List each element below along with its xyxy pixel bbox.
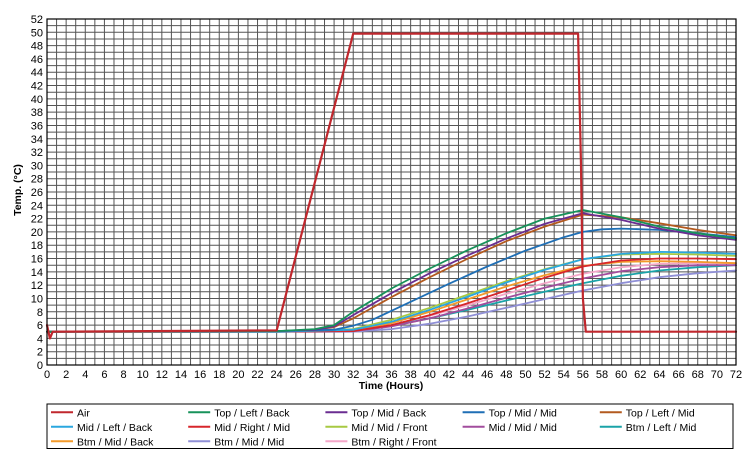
legend-label: Top / Mid / Back: [351, 407, 426, 419]
x-tick-label: 42: [443, 369, 455, 381]
x-tick-label: 72: [730, 369, 742, 381]
x-tick-label: 36: [385, 369, 397, 381]
y-tick-label: 8: [37, 307, 43, 319]
y-tick-label: 36: [31, 120, 43, 132]
x-tick-label: 62: [634, 369, 646, 381]
x-tick-label: 64: [653, 369, 665, 381]
y-tick-label: 34: [31, 134, 43, 146]
series-line: [45, 32, 738, 340]
x-tick-label: 8: [120, 369, 126, 381]
legend-label: Top / Left / Back: [214, 407, 290, 419]
x-tick-label: 34: [366, 369, 378, 381]
x-tick-label: 4: [82, 369, 88, 381]
y-tick-label: 30: [31, 160, 43, 172]
legend-label: Btm / Right / Front: [351, 436, 436, 448]
y-tick-label: 22: [31, 214, 43, 226]
x-tick-label: 46: [481, 369, 493, 381]
y-tick-label: 32: [31, 147, 43, 159]
legend-label: Top / Left / Mid: [626, 407, 695, 419]
y-axis-ticks: 0246810121416182022242628303234363840424…: [31, 14, 43, 372]
x-tick-label: 68: [692, 369, 704, 381]
x-tick-label: 16: [194, 369, 206, 381]
y-tick-label: 10: [31, 293, 43, 305]
series-line: [46, 209, 737, 333]
y-tick-label: 6: [37, 320, 43, 332]
x-tick-label: 50: [519, 369, 531, 381]
legend: Air Top / Left / Back Top / Mid / Back Top …: [46, 403, 734, 449]
x-tick-label: 2: [63, 369, 69, 381]
y-tick-label: 28: [31, 174, 43, 186]
grid: [47, 19, 736, 365]
y-tick-label: 0: [37, 360, 43, 372]
x-axis-ticks: 0 2 4 6 8 10 12 14 16 18 20 22 24 26 28 30 32 34 36 38 40 42 4…: [44, 369, 742, 381]
x-tick-label: 48: [500, 369, 512, 381]
legend-label: Btm / Left / Mid: [626, 422, 697, 434]
x-tick-label: 32: [347, 369, 359, 381]
y-tick-label: 26: [31, 187, 43, 199]
x-tick-label: 60: [615, 369, 627, 381]
y-tick-label: 52: [31, 14, 43, 26]
legend-label: Btm / Mid / Mid: [214, 436, 284, 448]
x-tick-label: 0: [44, 369, 50, 381]
legend-label: Mid / Mid / Mid: [489, 422, 557, 434]
y-tick-label: 50: [31, 27, 43, 39]
x-tick-label: 12: [156, 369, 168, 381]
x-tick-label: 38: [405, 369, 417, 381]
legend-label: Mid / Left / Back: [77, 422, 153, 434]
x-tick-label: 24: [271, 369, 283, 381]
x-tick-label: 26: [290, 369, 302, 381]
y-tick-label: 14: [31, 267, 43, 279]
x-tick-label: 14: [175, 369, 187, 381]
x-tick-label: 18: [213, 369, 225, 381]
y-tick-label: 16: [31, 254, 43, 266]
legend-label: Btm / Mid / Back: [77, 436, 154, 448]
x-tick-label: 28: [309, 369, 321, 381]
x-tick-label: 44: [462, 369, 474, 381]
legend-label: Top / Mid / Mid: [489, 407, 557, 419]
x-tick-label: 70: [711, 369, 723, 381]
plot-frame: [46, 18, 737, 366]
y-tick-label: 46: [31, 54, 43, 66]
series-line: [46, 250, 737, 333]
y-tick-label: 44: [31, 67, 43, 79]
legend-label: Mid / Mid / Front: [351, 422, 427, 434]
y-tick-label: 48: [31, 41, 43, 53]
x-axis-title: Time (Hours): [359, 380, 424, 392]
series-lines: [45, 32, 738, 340]
series-line: [46, 227, 737, 333]
x-tick-label: 22: [251, 369, 263, 381]
x-tick-label: 30: [328, 369, 340, 381]
y-tick-label: 20: [31, 227, 43, 239]
y-tick-label: 18: [31, 240, 43, 252]
x-tick-label: 40: [424, 369, 436, 381]
y-tick-label: 12: [31, 280, 43, 292]
x-tick-label: 58: [596, 369, 608, 381]
y-tick-label: 42: [31, 81, 43, 93]
y-tick-label: 38: [31, 107, 43, 119]
y-tick-label: 4: [37, 333, 43, 345]
x-tick-label: 54: [558, 369, 570, 381]
x-tick-label: 6: [101, 369, 107, 381]
legend-label: Air: [77, 407, 90, 419]
legend-label: Mid / Right / Mid: [214, 422, 290, 434]
plot-border: [46, 18, 737, 366]
x-tick-label: 20: [232, 369, 244, 381]
y-axis-title: Temp. (°C): [12, 164, 24, 216]
x-tick-label: 66: [672, 369, 684, 381]
series-line: [46, 257, 737, 333]
y-tick-label: 2: [37, 347, 43, 359]
x-tick-label: 56: [577, 369, 589, 381]
x-tick-label: 10: [137, 369, 149, 381]
y-tick-label: 24: [31, 200, 43, 212]
y-tick-label: 40: [31, 94, 43, 106]
x-tick-label: 52: [538, 369, 550, 381]
